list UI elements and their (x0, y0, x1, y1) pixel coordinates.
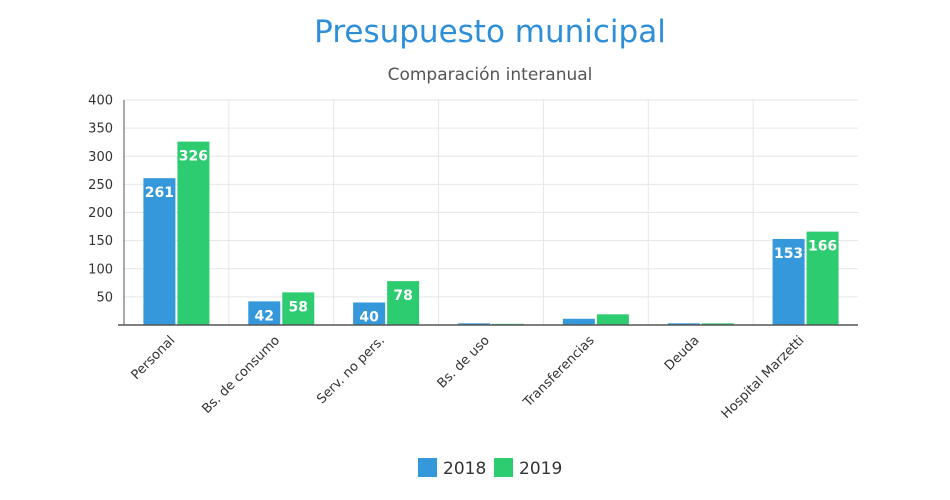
legend-label-2018: 2018 (443, 459, 486, 479)
bar-2018 (353, 302, 386, 325)
x-tick-label: Personal (129, 333, 179, 383)
x-tick-label: Transferencias (520, 333, 598, 411)
y-tick-label: 50 (96, 290, 113, 305)
bar-2019 (177, 141, 210, 325)
bar-2018 (248, 301, 281, 325)
bar-2018 (143, 178, 176, 325)
y-tick-label: 100 (88, 262, 113, 277)
data-label: 166 (808, 239, 837, 255)
bar-2019 (701, 323, 734, 325)
data-label: 58 (289, 299, 308, 315)
legend: 2018 2019 (418, 458, 562, 479)
y-tick-label: 400 (88, 94, 113, 109)
data-label: 40 (359, 310, 379, 326)
x-tick-label: Hospital Marzetti (719, 333, 808, 422)
bar-2019 (806, 231, 839, 325)
x-tick-label: Bs. de consumo (199, 333, 283, 417)
x-tick-label: Bs. de uso (435, 333, 493, 391)
data-label: 153 (774, 246, 803, 262)
legend-swatch-2019 (494, 458, 513, 477)
x-tick-label: Serv. no pers. (314, 333, 388, 407)
bar-2018 (562, 318, 595, 325)
y-tick-label: 250 (88, 178, 113, 193)
bar-2019 (387, 281, 420, 325)
y-tick-label: 200 (88, 206, 113, 221)
bar-2018 (772, 238, 805, 325)
grid-lines (124, 99, 858, 325)
data-label: 78 (393, 288, 412, 304)
bar-2019 (596, 314, 629, 325)
y-tick-label: 150 (88, 234, 113, 249)
bars: 261 326 42 58 40 78 153 166 (143, 141, 839, 326)
data-label: 42 (255, 308, 274, 324)
data-label: 326 (179, 149, 208, 165)
bar-2018 (667, 323, 700, 325)
chart-title: Presupuesto municipal (314, 14, 666, 50)
legend-label-2019: 2019 (519, 459, 562, 479)
bar-2019 (282, 292, 315, 325)
chart-subtitle: Comparación interanual (388, 65, 593, 85)
y-tick-label: 350 (88, 122, 113, 137)
x-tick-label: Deuda (662, 333, 703, 374)
data-label: 261 (145, 185, 174, 201)
bar-2018 (458, 323, 490, 325)
legend-swatch-2018 (418, 458, 437, 477)
y-tick-label: 300 (88, 150, 113, 165)
